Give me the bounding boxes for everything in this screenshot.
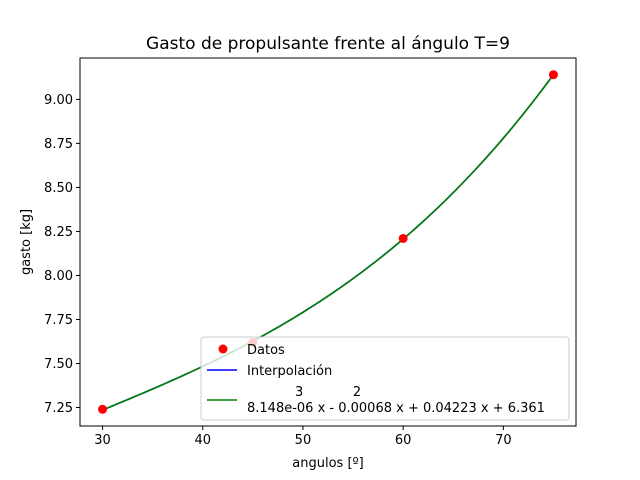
- chart-title: Gasto de propulsante frente al ángulo T=…: [146, 34, 510, 54]
- x-tick-label: 40: [194, 433, 211, 448]
- y-tick-label: 7.25: [44, 401, 73, 416]
- legend-interpolacion-label: Interpolación: [247, 364, 332, 379]
- y-axis-label: gasto [kg]: [19, 209, 34, 275]
- y-tick-label: 8.75: [44, 137, 73, 152]
- polyfit-line: [102, 74, 555, 411]
- x-tick-label: 30: [94, 433, 111, 448]
- y-tick-label: 8.25: [44, 225, 73, 240]
- data-point: [398, 233, 408, 243]
- y-tick-label: 9.00: [44, 93, 73, 108]
- y-tick-label: 7.50: [44, 357, 73, 372]
- x-tick-label: 70: [495, 433, 512, 448]
- legend-datos-label: Datos: [247, 343, 285, 358]
- x-tick-label: 50: [295, 433, 312, 448]
- legend: Datos Interpolación 3 2 8.148e-06 x - 0.…: [200, 336, 570, 421]
- legend-datos-marker: [218, 344, 228, 354]
- x-axis: 30 40 50 60 70: [94, 426, 512, 448]
- y-tick-label: 8.50: [44, 181, 73, 196]
- legend-box: [200, 336, 570, 421]
- x-axis-label: angulos [º]: [292, 456, 363, 471]
- y-axis: 7.25 7.50 7.75 8.00 8.25 8.50 8.75 9.00: [44, 93, 80, 416]
- data-point: [98, 404, 108, 414]
- y-tick-label: 8.00: [44, 269, 73, 284]
- data-point: [548, 70, 558, 80]
- legend-polyfit-expression: 8.148e-06 x - 0.00068 x + 0.04223 x + 6.…: [247, 401, 545, 416]
- legend-polyfit-exponents: 3 2: [295, 385, 361, 400]
- x-tick-label: 60: [395, 433, 412, 448]
- y-tick-label: 7.75: [44, 313, 73, 328]
